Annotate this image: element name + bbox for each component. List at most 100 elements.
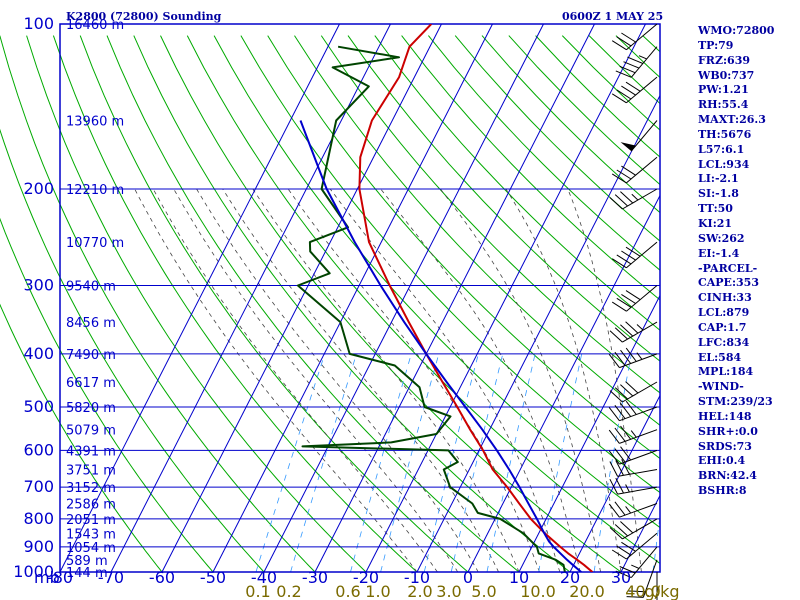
- index-item: SW:262: [698, 231, 745, 245]
- pressure-tick-label: 100: [23, 14, 54, 33]
- temperature-tick-label: 20: [560, 568, 580, 587]
- barb-full: [615, 477, 624, 494]
- index-item: SRDS:73: [698, 439, 752, 453]
- wind-barb: [656, 572, 658, 600]
- temperature-tick-label: -40: [251, 568, 277, 587]
- barb-full: [621, 293, 636, 304]
- mixing-ratio-label: 5.0: [471, 582, 496, 600]
- barb-shaft: [622, 188, 658, 210]
- moist-adiabat: [380, 188, 581, 572]
- barb-full: [620, 384, 634, 397]
- index-item: -PARCEL-: [698, 261, 758, 275]
- moist-adiabat: [440, 188, 601, 572]
- mixing-ratio-line: [290, 353, 357, 572]
- mixing-ratio-line: [486, 353, 536, 572]
- barb-shaft: [622, 518, 658, 540]
- mixing-ratio-line: [350, 353, 412, 572]
- height-label: 1054 m: [66, 541, 116, 556]
- moist-adiabat: [196, 188, 479, 572]
- wind-barb: [608, 446, 658, 465]
- wind-barb: [609, 477, 658, 495]
- temperature-tick-label: 0: [463, 568, 473, 587]
- wind-barb: [609, 518, 658, 540]
- pressure-tick-label: 400: [23, 344, 54, 363]
- moist-adiabat: [287, 188, 540, 572]
- plot-frame: [59, 23, 661, 573]
- barb-half: [631, 193, 639, 201]
- barb-full: [625, 81, 641, 92]
- barb-full: [620, 402, 632, 417]
- height-label: 5820 m: [66, 401, 116, 416]
- barb-full: [621, 250, 636, 261]
- barb-full: [611, 301, 627, 312]
- barb-full: [614, 404, 626, 420]
- barb-full: [623, 61, 640, 69]
- wind-barb: [609, 459, 658, 477]
- sounding-lines: [296, 24, 594, 572]
- barb-shaft: [617, 486, 658, 495]
- barb-half: [625, 506, 632, 514]
- barb-full: [611, 258, 627, 269]
- wind-barb: [615, 46, 658, 78]
- index-item: MAXT:26.3: [698, 113, 766, 127]
- mixing-ratio-line: [380, 353, 440, 572]
- wind-barb: [609, 381, 658, 403]
- isotherm: [59, 23, 340, 573]
- barb-shaft: [626, 532, 658, 560]
- dry-adiabat: [160, 35, 622, 572]
- temperature-tick-label: -20: [353, 568, 379, 587]
- isotherm: [161, 23, 442, 573]
- height-label: 4391 m: [66, 444, 116, 459]
- wind-barb: [608, 425, 658, 444]
- barb-full: [608, 450, 620, 465]
- barb-full: [620, 324, 634, 337]
- barb-full: [608, 353, 620, 368]
- mixing-ratio-label: 0.6: [335, 582, 360, 600]
- barb-full: [627, 56, 644, 64]
- index-item: STM:239/23: [698, 395, 773, 409]
- barb-full: [611, 93, 627, 104]
- moist-adiabat: [567, 188, 642, 572]
- index-item: TH:5676: [698, 127, 752, 141]
- barb-full: [614, 351, 626, 366]
- barb-full: [625, 246, 641, 257]
- barb-full: [614, 387, 628, 400]
- barb-shaft: [619, 503, 658, 518]
- index-item: WB0:737: [698, 68, 755, 82]
- height-label: 6617 m: [66, 376, 116, 391]
- barb-full: [619, 566, 636, 574]
- barb-full: [616, 254, 632, 265]
- mixing-ratio-line: [538, 353, 583, 572]
- wind-barb: [608, 347, 658, 369]
- wind-barbs: [608, 23, 658, 600]
- barb-full: [614, 448, 626, 463]
- barb-full: [616, 169, 632, 180]
- isotherm: [314, 23, 595, 573]
- temperature-tick-label: -80: [47, 568, 73, 587]
- index-item: LCL:879: [698, 306, 750, 320]
- barb-full: [608, 429, 620, 444]
- height-label: 10770 m: [66, 236, 124, 251]
- barb-full: [621, 165, 636, 176]
- barb-full: [608, 503, 620, 518]
- barb-shaft: [619, 353, 658, 369]
- barb-full: [614, 194, 628, 207]
- barb-shaft: [642, 559, 658, 598]
- barb-full: [614, 524, 628, 537]
- temperature-tick-label: -10: [404, 568, 430, 587]
- barb-full: [628, 590, 646, 593]
- barb-full: [615, 70, 632, 78]
- pressure-tick-label: 700: [23, 477, 54, 496]
- dry-adiabat: [294, 35, 660, 426]
- isotherm: [263, 23, 544, 573]
- mixing-ratio-label: 0.1: [245, 582, 270, 600]
- barb-full: [625, 381, 639, 394]
- index-item: CAPE:353: [698, 276, 759, 290]
- temperature-tick-label: 10: [509, 568, 529, 587]
- mixing-ratio-label: 10.0: [520, 582, 556, 600]
- dry-adiabat: [0, 35, 316, 572]
- height-label: 144 m: [66, 566, 108, 581]
- dry-adiabat: [320, 35, 660, 394]
